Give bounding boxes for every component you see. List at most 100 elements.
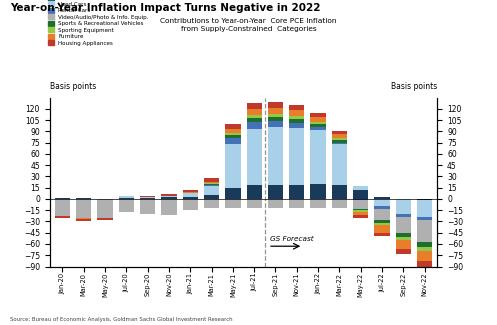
Bar [311, 199, 326, 208]
Bar [140, 196, 156, 197]
Bar [311, 117, 326, 122]
Bar [247, 129, 262, 185]
Bar [247, 115, 262, 118]
Bar [417, 251, 432, 261]
Bar [140, 199, 156, 214]
Bar [268, 108, 283, 114]
Bar [247, 118, 262, 122]
Bar [331, 139, 347, 143]
Bar [289, 199, 305, 208]
Bar [97, 218, 113, 220]
Bar [311, 130, 326, 184]
Bar [204, 178, 219, 182]
Bar [374, 209, 390, 220]
Bar [225, 138, 241, 144]
Bar [225, 188, 241, 199]
Bar [268, 102, 283, 108]
Legend: New Cars, Used Cars, Rental Cars, Video/Audio/Photo & Info. Equip., Sports & Rec: New Cars, Used Cars, Rental Cars, Video/… [46, 0, 151, 48]
Bar [225, 144, 241, 188]
Bar [353, 186, 368, 190]
Bar [311, 127, 326, 130]
Bar [182, 197, 198, 199]
Bar [311, 122, 326, 124]
Bar [353, 215, 368, 218]
Bar [204, 186, 219, 195]
Bar [289, 123, 305, 127]
Bar [162, 196, 176, 197]
Bar [140, 198, 156, 199]
Bar [374, 223, 390, 225]
Bar [289, 110, 305, 116]
Bar [331, 131, 347, 134]
Bar [76, 198, 91, 199]
Bar [162, 197, 176, 199]
Bar [353, 200, 368, 209]
Bar [353, 212, 368, 215]
Bar [204, 199, 219, 208]
Bar [247, 109, 262, 115]
Bar [396, 199, 411, 214]
Bar [289, 127, 305, 185]
Bar [225, 129, 241, 133]
Bar [119, 196, 134, 198]
Bar [76, 218, 91, 219]
Bar [396, 214, 411, 217]
Bar [225, 124, 241, 129]
Bar [417, 220, 432, 242]
Bar [289, 105, 305, 110]
Bar [225, 133, 241, 135]
Bar [374, 233, 390, 237]
Bar [204, 182, 219, 183]
Bar [289, 185, 305, 199]
Bar [331, 134, 347, 138]
Bar [247, 199, 262, 208]
Bar [374, 225, 390, 233]
Bar [204, 184, 219, 185]
Bar [268, 114, 283, 117]
Bar [182, 190, 198, 192]
Text: GS Forecast: GS Forecast [270, 236, 314, 242]
Text: Basis points: Basis points [50, 82, 96, 91]
Bar [311, 184, 326, 199]
Bar [97, 199, 113, 218]
Bar [311, 113, 326, 117]
Bar [353, 209, 368, 210]
Bar [119, 198, 134, 199]
Bar [204, 183, 219, 184]
Bar [182, 193, 198, 197]
Bar [204, 185, 219, 186]
Bar [55, 216, 70, 218]
Bar [353, 199, 368, 200]
Bar [396, 217, 411, 233]
Bar [331, 138, 347, 139]
Bar [140, 197, 156, 198]
Bar [55, 198, 70, 199]
Bar [374, 199, 390, 206]
Bar [417, 261, 432, 267]
Text: Contributions to Year-on-Year  Core PCE Inflation
from Supply-Constrained  Categ: Contributions to Year-on-Year Core PCE I… [160, 18, 337, 32]
Bar [76, 219, 91, 221]
Bar [225, 135, 241, 138]
Bar [311, 124, 326, 127]
Text: Basis points: Basis points [391, 82, 437, 91]
Bar [268, 185, 283, 199]
Bar [268, 121, 283, 127]
Bar [331, 143, 347, 144]
Bar [162, 194, 176, 196]
Bar [331, 185, 347, 199]
Bar [417, 199, 432, 201]
Bar [268, 127, 283, 185]
Bar [374, 220, 390, 223]
Bar [268, 199, 283, 208]
Bar [119, 199, 134, 212]
Bar [247, 185, 262, 199]
Bar [417, 242, 432, 247]
Bar [331, 199, 347, 208]
Bar [268, 117, 283, 121]
Bar [289, 116, 305, 119]
Bar [162, 199, 176, 215]
Bar [396, 249, 411, 254]
Bar [374, 197, 390, 199]
Text: Year-on-Year Inflation Impact Turns Negative in 2022: Year-on-Year Inflation Impact Turns Nega… [10, 3, 321, 13]
Bar [225, 199, 241, 208]
